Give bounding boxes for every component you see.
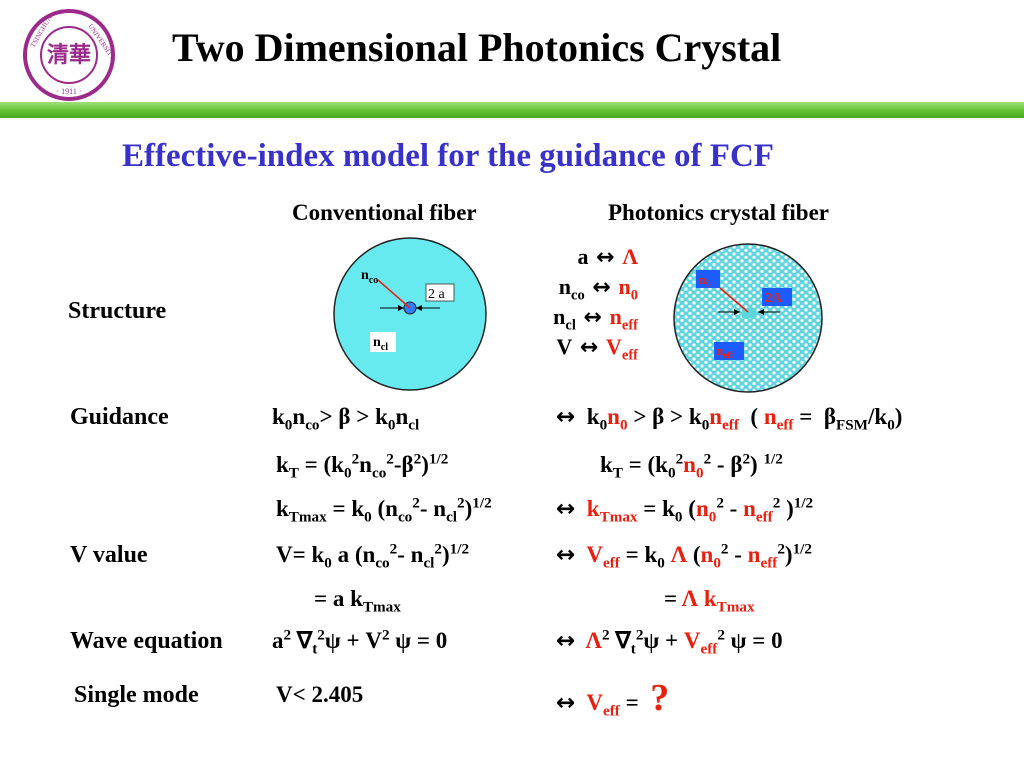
v-number-conventional: V= k0 a (nco2- ncl2)1/2	[276, 540, 470, 572]
max-transverse-wavevector-conventional: kTmax = k0 (nco2- ncl2)1/2	[276, 494, 492, 526]
pcf-pitch-label: 2Λ	[765, 291, 782, 306]
wave-equation-conventional: a2 ∇t2ψ + V2 ψ = 0	[272, 626, 448, 658]
conventional-fiber-diagram: 2 a nco ncl	[333, 237, 487, 391]
parameter-mapping: a ↔ Λ nco ↔ n0 ncl ↔ neff V ↔ Veff	[508, 244, 638, 364]
column-header-photonic: Photonics crystal fiber	[608, 200, 830, 225]
max-transverse-wavevector-photonic: ↔ kTmax = k0 (n02 - neff2 )1/2	[556, 494, 814, 526]
photonic-crystal-fiber-diagram: n0 2Λ neff	[673, 243, 823, 393]
mapping-a-lambda: a ↔ Λ	[577, 244, 638, 270]
row-label-structure: Structure	[68, 298, 167, 324]
mapping-ncl-neff: ncl ↔ neff	[553, 304, 638, 334]
row-label-v-value: V value	[70, 542, 148, 568]
slide-subtitle: Effective-index model for the guidance o…	[122, 138, 774, 174]
transverse-wavevector-conventional: kT = (k02nco2-β2)1/2	[276, 450, 449, 482]
single-mode-condition-conventional: V< 2.405	[276, 682, 364, 707]
wave-equation-photonic: ↔ Λ2 ∇t2ψ + Veff2 ψ = 0	[556, 626, 783, 658]
v-number-conventional-short: = a kTmax	[314, 586, 401, 616]
transverse-wavevector-photonic: kT = (k02n02 - β2) 1/2	[600, 450, 783, 482]
mapping-v-veff: V ↔ Veff	[556, 334, 638, 364]
conventional-core-diameter-label: 2 a	[428, 287, 446, 302]
page-title: Two Dimensional Photonics Crystal	[172, 25, 782, 70]
v-number-photonic-short: = Λ kTmax	[664, 586, 755, 616]
title-divider	[0, 102, 1024, 118]
row-label-guidance: Guidance	[70, 404, 169, 430]
row-label-single-mode: Single mode	[74, 682, 199, 708]
single-mode-condition-photonic: ↔ Veff = ?	[556, 677, 670, 720]
row-label-wave-equation: Wave equation	[70, 628, 223, 654]
guidance-condition-conventional: k0nco> β > k0ncl	[272, 404, 420, 434]
svg-text:清華: 清華	[47, 42, 91, 67]
svg-text:· 1911 ·: · 1911 ·	[56, 87, 81, 96]
guidance-condition-photonic: ↔ k0n0 > β > k0neff ( neff = βFSM/k0)	[556, 404, 903, 434]
mapping-nco-n0: nco ↔ n0	[558, 274, 638, 304]
v-number-photonic: ↔ Veff = k0 Λ (n02 - neff2)1/2	[556, 540, 812, 572]
tsinghua-logo: 清華 · 1911 · TSINGHUA UNIVERSITY	[23, 9, 116, 101]
column-header-conventional: Conventional fiber	[292, 200, 477, 225]
